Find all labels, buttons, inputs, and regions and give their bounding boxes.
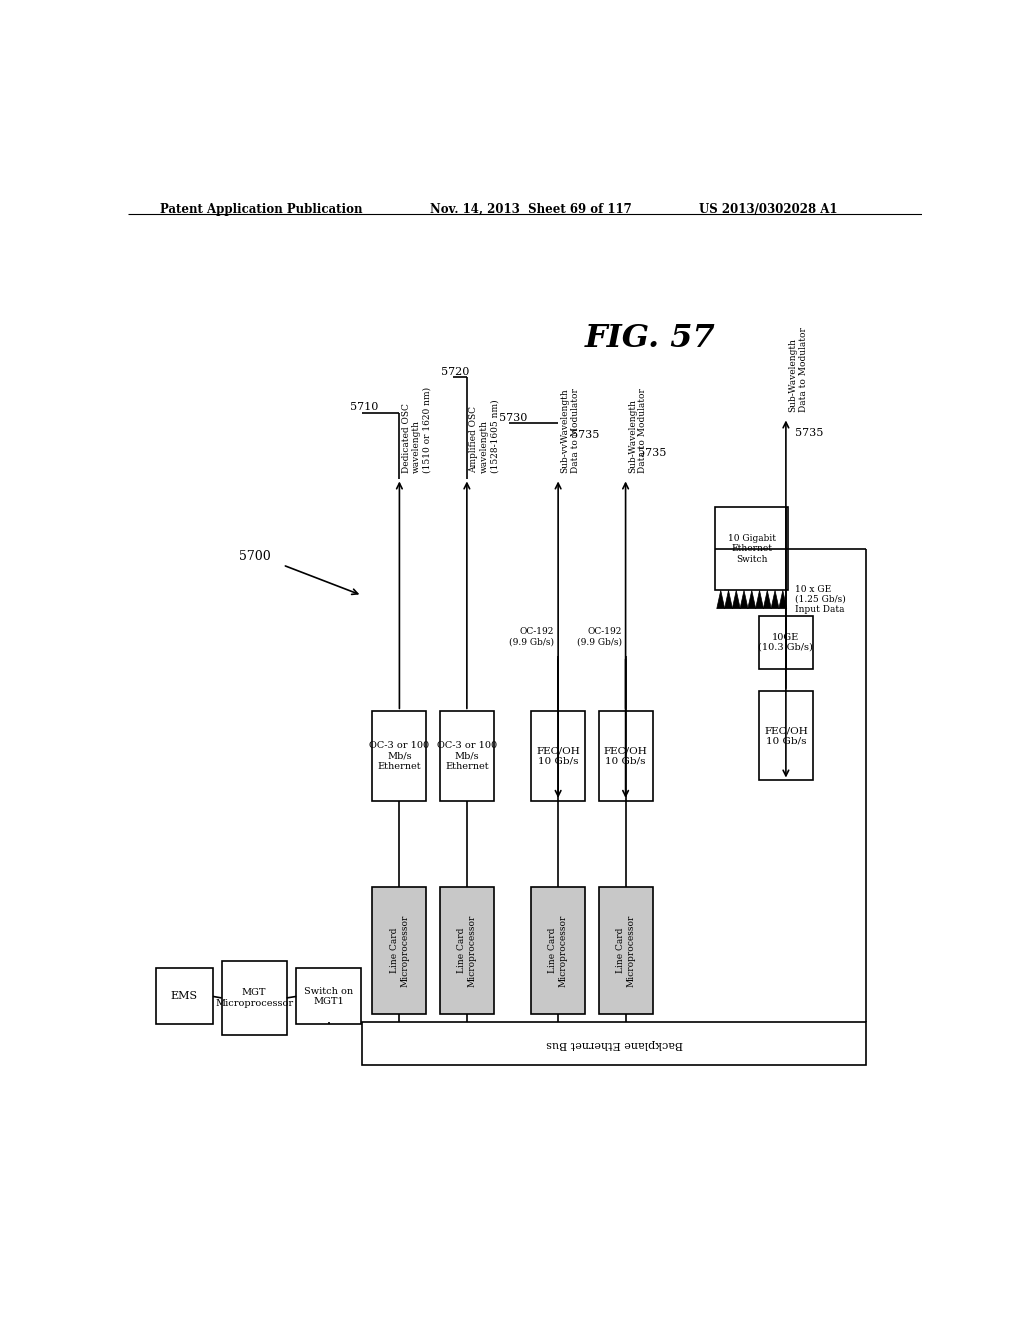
Polygon shape: [748, 590, 756, 609]
Bar: [156, 969, 213, 1024]
Text: 10 Gigabit
Ethernet
Switch: 10 Gigabit Ethernet Switch: [728, 533, 776, 564]
Bar: [440, 887, 494, 1014]
Polygon shape: [771, 590, 779, 609]
Polygon shape: [756, 590, 764, 609]
Text: 5700: 5700: [240, 550, 271, 564]
Polygon shape: [779, 590, 786, 609]
Text: Dedicated OSC
wavelength
(1510 or 1620 nm): Dedicated OSC wavelength (1510 or 1620 n…: [401, 387, 431, 474]
Text: Sub-Wavelength
Data to Modulator: Sub-Wavelength Data to Modulator: [788, 327, 808, 412]
Text: 10 x GE
(1.25 Gb/s)
Input Data: 10 x GE (1.25 Gb/s) Input Data: [795, 585, 846, 614]
Bar: [599, 887, 652, 1014]
Text: Sub-Wavelength
Data to Modulator: Sub-Wavelength Data to Modulator: [628, 388, 647, 474]
Bar: [715, 507, 788, 590]
Text: FEC/OH
10 Gb/s: FEC/OH 10 Gb/s: [537, 746, 580, 766]
Text: Line Card
Microprocessor: Line Card Microprocessor: [615, 915, 635, 987]
Text: EMS: EMS: [171, 991, 198, 1002]
Text: Line Card
Microprocessor: Line Card Microprocessor: [457, 915, 476, 987]
Bar: [759, 690, 813, 780]
Text: Line Card
Microprocessor: Line Card Microprocessor: [390, 915, 410, 987]
Bar: [531, 887, 585, 1014]
Bar: [221, 961, 287, 1035]
Text: FEC/OH
10 Gb/s: FEC/OH 10 Gb/s: [764, 726, 808, 746]
Text: 10GE
(10.3 Gb/s): 10GE (10.3 Gb/s): [759, 632, 813, 652]
Text: Switch on
MGT1: Switch on MGT1: [304, 987, 353, 1006]
Polygon shape: [717, 590, 725, 609]
Bar: [599, 711, 652, 801]
Text: OC-192
(9.9 Gb/s): OC-192 (9.9 Gb/s): [577, 627, 622, 647]
Polygon shape: [740, 590, 748, 609]
Polygon shape: [732, 590, 740, 609]
Bar: [373, 711, 426, 801]
Text: OC-192
(9.9 Gb/s): OC-192 (9.9 Gb/s): [509, 627, 554, 647]
Bar: [373, 887, 426, 1014]
Bar: [531, 711, 585, 801]
Text: 5735: 5735: [638, 449, 667, 458]
Text: FIG. 57: FIG. 57: [585, 323, 715, 354]
Text: 5730: 5730: [500, 413, 527, 422]
Text: OC-3 or 100
Mb/s
Ethernet: OC-3 or 100 Mb/s Ethernet: [370, 741, 429, 771]
Text: Nov. 14, 2013  Sheet 69 of 117: Nov. 14, 2013 Sheet 69 of 117: [430, 203, 632, 216]
Text: Backplane Ethernet Bus: Backplane Ethernet Bus: [546, 1039, 683, 1048]
Text: Patent Application Publication: Patent Application Publication: [160, 203, 362, 216]
Polygon shape: [725, 590, 732, 609]
Text: US 2013/0302028 A1: US 2013/0302028 A1: [699, 203, 838, 216]
Text: 5735: 5735: [795, 428, 823, 438]
Text: FEC/OH
10 Gb/s: FEC/OH 10 Gb/s: [604, 746, 647, 766]
Polygon shape: [763, 590, 771, 609]
Bar: [759, 615, 813, 669]
Text: Line Card
Microprocessor: Line Card Microprocessor: [549, 915, 568, 987]
Text: Sub-vvWavelength
Data to Modulator: Sub-vvWavelength Data to Modulator: [560, 388, 580, 474]
Bar: [362, 1022, 866, 1065]
Text: 5710: 5710: [350, 403, 379, 412]
Text: Amplified OSC
wavelength
(1528-1605 nm): Amplified OSC wavelength (1528-1605 nm): [469, 400, 499, 474]
Bar: [296, 969, 361, 1024]
Text: 5735: 5735: [570, 430, 599, 440]
Bar: [440, 711, 494, 801]
Text: MGT
Microprocessor: MGT Microprocessor: [215, 989, 293, 1007]
Text: OC-3 or 100
Mb/s
Ethernet: OC-3 or 100 Mb/s Ethernet: [437, 741, 497, 771]
Text: 5720: 5720: [441, 367, 470, 376]
